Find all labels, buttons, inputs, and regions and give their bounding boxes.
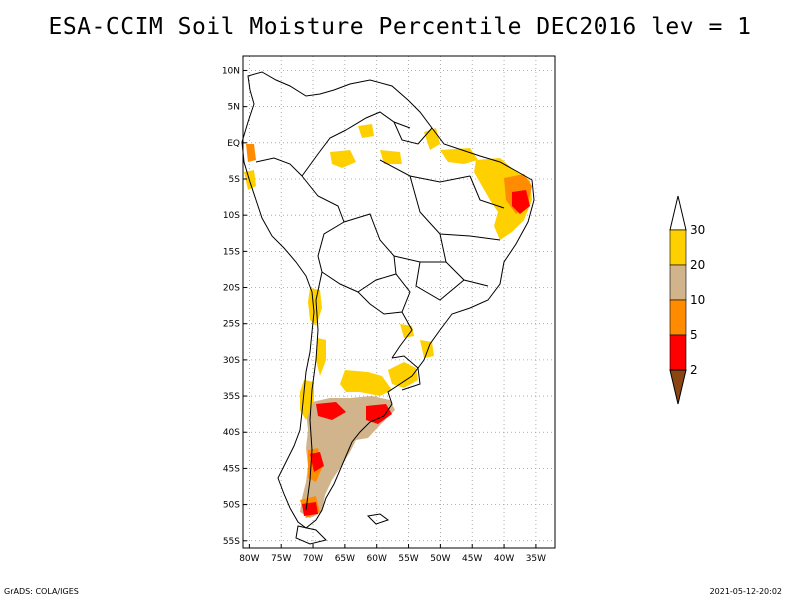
footer-timestamp: 2021-05-12-20:02 <box>709 587 782 596</box>
graticule <box>243 56 555 548</box>
border-uruguay <box>391 355 421 391</box>
border-paraguay <box>357 273 411 315</box>
border-colombia-brazil <box>301 129 347 177</box>
fill-region-amazon-yellow-3 <box>380 150 402 164</box>
lat-tick-label: 10S <box>223 211 240 221</box>
border-brazil-states-6 <box>469 175 505 209</box>
color-bar: 30 20 10 5 2 <box>669 195 705 405</box>
lon-tick-label: 65W <box>335 554 355 564</box>
falklands <box>366 513 390 525</box>
fill-region-guiana-yellow <box>424 128 440 150</box>
lat-tick-label: 35S <box>223 392 240 402</box>
fill-region-ne-red <box>512 190 530 214</box>
fill-region-chubut-red <box>310 452 324 472</box>
lon-tick-label: 80W <box>239 554 259 564</box>
border-venezuela-brazil <box>345 111 411 131</box>
fill-region-amazon-yellow-2 <box>358 124 374 138</box>
lat-tick-label: 10N <box>222 66 240 76</box>
fill-region-bsas-red <box>366 404 392 424</box>
lon-tick-label: 50W <box>430 554 450 564</box>
lat-tick-label: 5N <box>228 103 240 113</box>
colorbar-segment <box>669 229 687 266</box>
footer-credit: GrADS: COLA/IGES <box>4 587 79 596</box>
border-peru-brazil <box>301 175 345 223</box>
map-title: ESA-CCIM Soil Moisture Percentile DEC201… <box>48 14 752 40</box>
lat-tick-label: 50S <box>223 501 240 511</box>
lat-tick-label: 30S <box>223 356 240 366</box>
border-brazil-states-3 <box>439 233 489 287</box>
colorbar-label: 2 <box>690 363 698 377</box>
lat-tick-label: 20S <box>223 284 240 294</box>
lat-tick-label: 25S <box>223 320 240 330</box>
lon-tick-label: 75W <box>271 554 291 564</box>
tierra-del-fuego <box>295 525 327 545</box>
border-brazil-states-5 <box>415 261 465 301</box>
fill-region-andes-yellow <box>316 338 326 376</box>
fill-region-andes-lower-yellow <box>300 380 314 420</box>
lat-tick-label: EQ <box>227 139 240 149</box>
lon-tick-label: 55W <box>398 554 418 564</box>
fill-region-pampa-red <box>316 402 346 420</box>
lat-tick-label: 40S <box>223 428 240 438</box>
fill-region-amazon-yellow-1 <box>330 150 356 168</box>
lon-tick-label: 45W <box>462 554 482 564</box>
colorbar-label: 5 <box>690 328 698 342</box>
fill-region-ne-coast-yellow <box>440 148 478 164</box>
border-guyanas <box>393 121 433 145</box>
colorbar-segment <box>669 264 687 301</box>
fill-region-pampas-yellow <box>340 370 392 396</box>
lat-tick-label: 45S <box>223 464 240 474</box>
border-brazil-states-4 <box>393 255 446 263</box>
colorbar-segment <box>669 299 687 336</box>
colorbar-label: 20 <box>690 258 705 272</box>
colorbar-lower-arrow <box>669 369 687 405</box>
lat-tick-label: 55S <box>223 537 240 547</box>
axis-ticks: 80W 75W 70W 65W 60W 55W 50W 45W 40W 35W 10N 5N EQ 5S 1… <box>222 66 546 564</box>
lat-tick-label: 5S <box>229 175 241 185</box>
fill-region-ecuador-yellow <box>244 170 256 190</box>
border-argentina-brazil <box>391 311 413 359</box>
border-argentina-bolivia <box>321 271 359 293</box>
colorbar-label: 30 <box>690 223 705 237</box>
lon-tick-label: 60W <box>367 554 387 564</box>
coastline-borders <box>241 71 535 545</box>
border-brazil-states-1 <box>379 159 471 183</box>
fill-region-uruguay-yellow <box>388 362 418 388</box>
border-argentina-chile <box>305 271 323 511</box>
border-bolivia-peru <box>317 221 345 273</box>
colorbar-label: 10 <box>690 293 705 307</box>
fill-region-patagonia-tan <box>300 396 395 518</box>
border-ecuador-peru <box>255 157 303 177</box>
coastline <box>241 71 535 529</box>
fill-region-rs-yellow <box>420 340 434 358</box>
fill-region-santacruz-red <box>302 502 318 516</box>
colorbar-upper-arrow <box>669 195 687 231</box>
border-bolivia-brazil <box>343 213 397 275</box>
lon-tick-label: 35W <box>526 554 546 564</box>
lon-tick-label: 70W <box>303 554 323 564</box>
fill-region-chaco-yellow <box>308 288 322 326</box>
lat-tick-label: 15S <box>223 247 240 257</box>
lon-tick-label: 40W <box>494 554 514 564</box>
colorbar-segment <box>669 334 687 371</box>
plot-frame <box>242 55 556 549</box>
fill-region-ecuador-orange <box>246 144 256 162</box>
